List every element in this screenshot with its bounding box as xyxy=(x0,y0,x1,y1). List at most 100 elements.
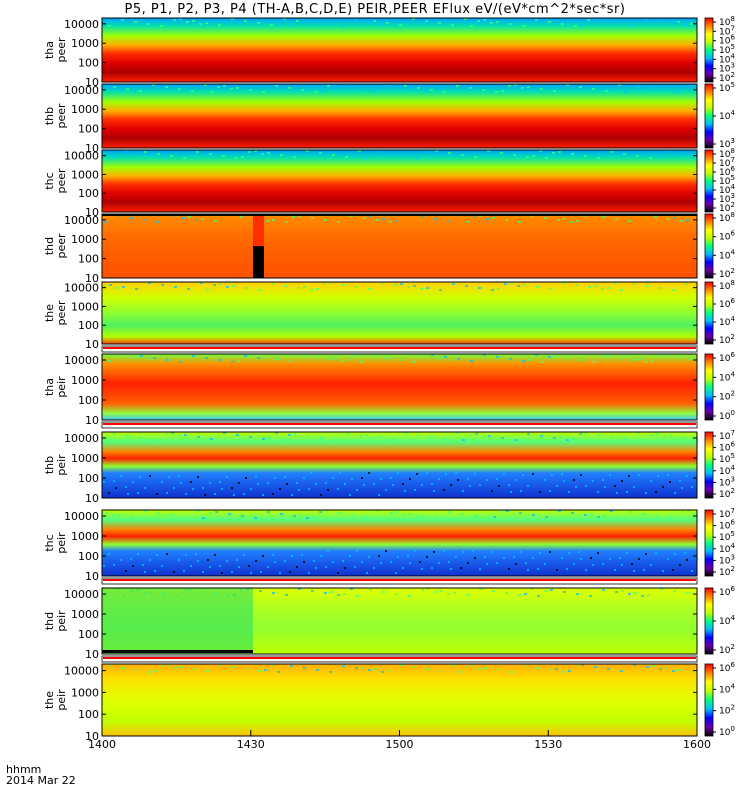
cbar-exponent: 2 xyxy=(730,487,734,495)
speckle xyxy=(280,154,283,156)
speckle xyxy=(226,476,228,478)
speckle xyxy=(689,85,692,87)
speckle xyxy=(680,220,683,222)
speckle xyxy=(438,478,440,480)
speckle xyxy=(513,513,516,515)
speckle xyxy=(649,157,652,159)
speckle xyxy=(209,512,212,514)
colorbar-tick-label: 104 xyxy=(719,542,735,555)
speckle xyxy=(285,221,288,223)
speckle xyxy=(409,478,411,480)
speckle xyxy=(288,87,291,89)
speckle xyxy=(390,477,392,479)
y-tick-label: 10 xyxy=(85,570,99,583)
speckle xyxy=(316,288,319,290)
speckle xyxy=(156,493,158,495)
speckle xyxy=(385,439,388,441)
speckle xyxy=(361,561,363,563)
speckle xyxy=(444,356,447,358)
speckle xyxy=(390,512,393,514)
colorbar xyxy=(704,149,714,213)
colorbar-tick-label: 104 xyxy=(719,109,735,122)
speckle xyxy=(310,289,313,291)
cbar-base: 10 xyxy=(719,168,731,178)
speckle xyxy=(308,572,310,574)
speckle xyxy=(578,551,580,553)
speckle xyxy=(679,564,681,566)
y-tick-label: 1000 xyxy=(71,608,99,621)
speckle xyxy=(108,492,110,494)
speckle xyxy=(250,488,252,490)
speckle xyxy=(452,283,455,285)
panel-frame xyxy=(101,353,698,421)
speckle xyxy=(513,154,516,156)
speckle xyxy=(302,354,305,356)
cbar-exponent: 5 xyxy=(730,530,734,538)
cbar-exponent: 2 xyxy=(730,390,734,398)
separator-strip-fill xyxy=(103,657,696,659)
cbar-exponent: 7 xyxy=(730,429,734,437)
speckle xyxy=(149,475,151,477)
speckle xyxy=(672,289,675,291)
speckle xyxy=(327,489,329,491)
speckle xyxy=(491,289,494,291)
speckle xyxy=(592,88,595,90)
y-tick-label: 10 xyxy=(85,272,99,285)
speckle xyxy=(327,85,330,87)
speckle xyxy=(107,87,110,89)
speckle xyxy=(674,492,676,494)
speckle xyxy=(633,486,635,488)
y-axis-label: thb xyxy=(43,107,56,125)
speckle xyxy=(669,481,671,483)
speckle xyxy=(469,434,472,436)
colorbar-tick-label: 102 xyxy=(719,390,735,403)
speckle xyxy=(465,285,468,287)
edge-line xyxy=(102,214,697,216)
speckle xyxy=(416,516,419,518)
y-tick-label: 1000 xyxy=(71,103,99,116)
speckle xyxy=(387,670,390,672)
speckle xyxy=(324,592,327,594)
data-gap-bar xyxy=(253,246,264,278)
speckle xyxy=(173,487,175,489)
speckle xyxy=(366,572,368,574)
y-axis-label: peir xyxy=(55,376,68,398)
speckle xyxy=(385,550,387,552)
speckle xyxy=(356,595,359,597)
speckle xyxy=(486,218,489,220)
colorbar-tick-label: 107 xyxy=(719,429,735,442)
speckle xyxy=(594,285,597,287)
colorbar-tick-label: 105 xyxy=(719,43,735,56)
speckle xyxy=(426,472,428,474)
speckle xyxy=(380,478,382,480)
speckle xyxy=(120,559,122,561)
speckle xyxy=(359,88,362,90)
speckle xyxy=(182,217,185,219)
speckle xyxy=(255,560,257,562)
speckle xyxy=(152,439,155,441)
speckle xyxy=(687,510,690,512)
y-tick-label: 10 xyxy=(85,142,99,155)
speckle xyxy=(537,595,540,597)
cbar-exponent: 4 xyxy=(730,682,735,690)
speckle xyxy=(267,566,269,568)
speckle xyxy=(231,571,233,573)
cbar-base: 10 xyxy=(719,37,731,47)
speckle xyxy=(605,90,608,92)
speckle xyxy=(539,491,541,493)
speckle xyxy=(448,561,450,563)
speckle xyxy=(602,216,605,218)
speckle xyxy=(280,513,283,515)
speckle xyxy=(354,354,357,356)
speckle xyxy=(486,479,488,481)
speckle xyxy=(615,591,618,593)
speckle xyxy=(378,436,381,438)
speckle xyxy=(571,512,574,514)
spectrogram-image xyxy=(102,18,697,82)
y-tick-label: 10000 xyxy=(64,18,99,31)
speckle xyxy=(144,510,147,512)
speckle xyxy=(258,670,261,672)
speckle xyxy=(532,155,535,157)
